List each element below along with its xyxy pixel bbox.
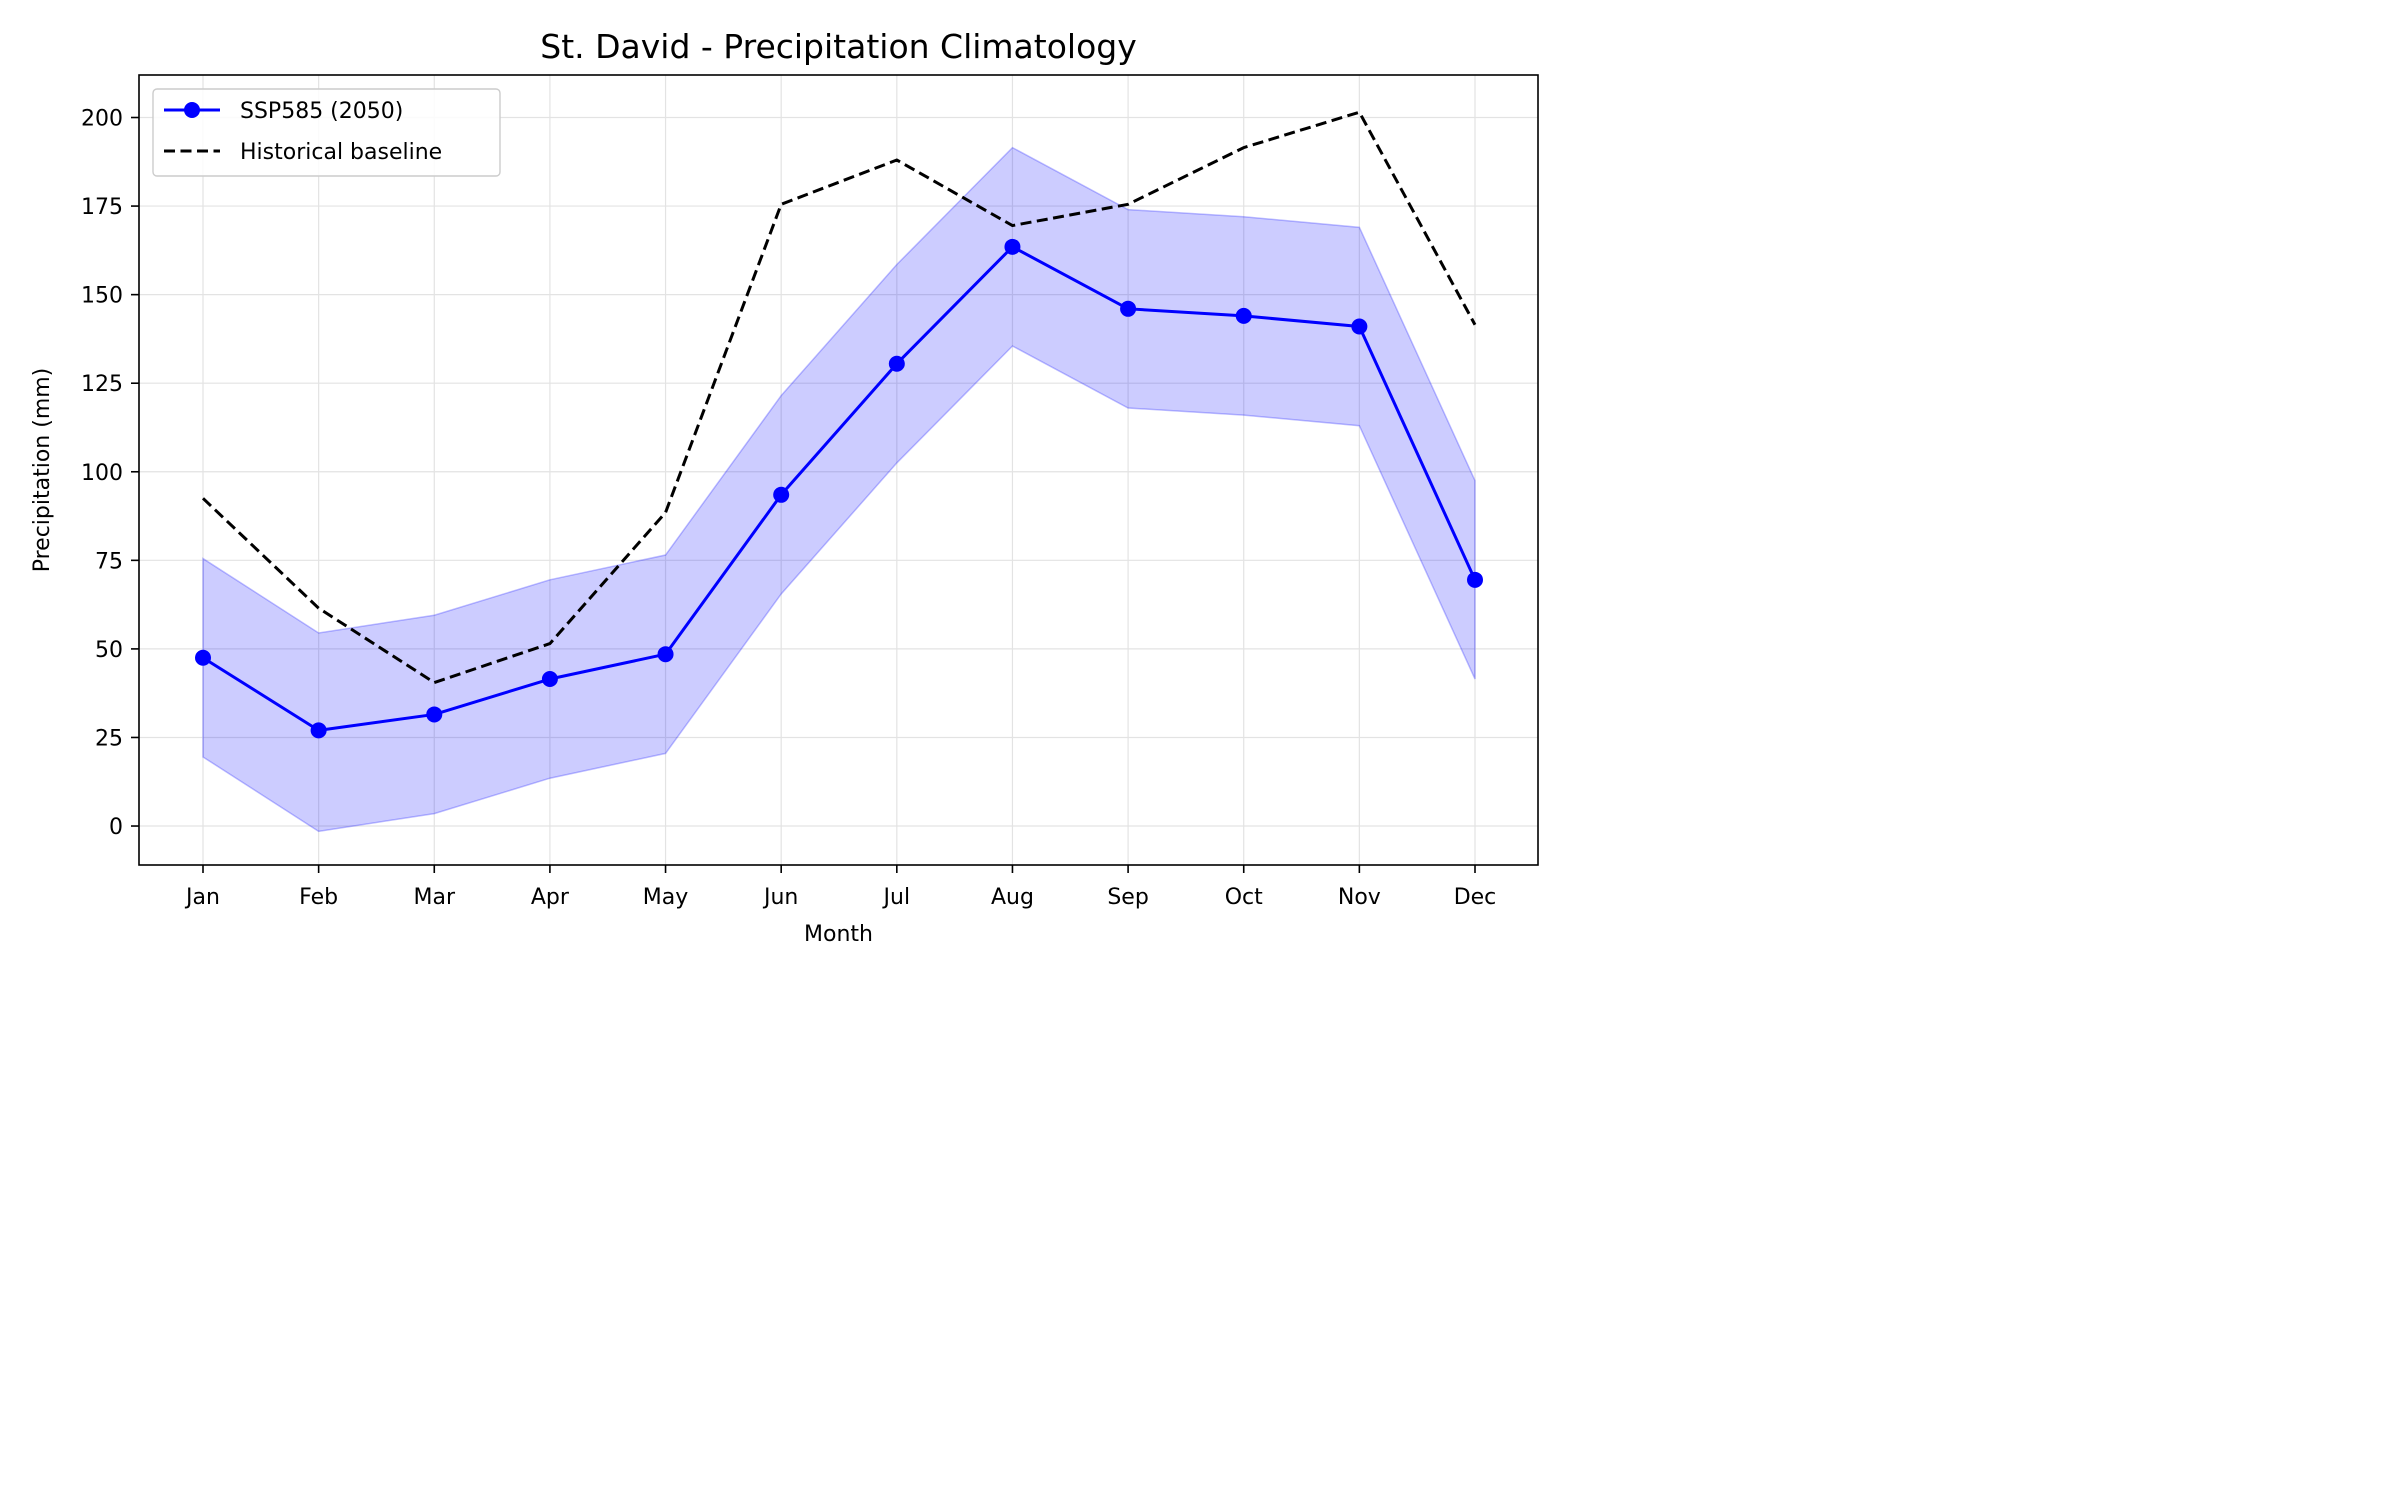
ssp585-point bbox=[195, 649, 211, 666]
y-tick-label: 175 bbox=[81, 195, 123, 220]
plot-frame bbox=[138, 74, 1539, 866]
ssp585-point bbox=[310, 722, 327, 739]
x-tick-label: May bbox=[643, 885, 688, 910]
precipitation-chart: Jan Feb Mar Apr May Jun Jul Aug Sep Oct Nov Dec 0 25 5… bbox=[30, 27, 1539, 947]
ssp585-point bbox=[888, 355, 905, 372]
legend: SSP585 (2050) Historical baseline bbox=[152, 88, 501, 177]
x-tick-label: Mar bbox=[414, 885, 456, 910]
y-tick-label: 200 bbox=[81, 107, 123, 132]
ssp585-point bbox=[426, 706, 443, 723]
x-tick-label: Jul bbox=[882, 885, 911, 910]
y-tick-label: 75 bbox=[95, 549, 123, 574]
ssp585-point bbox=[1120, 300, 1137, 317]
x-tick-label: Jun bbox=[762, 885, 798, 910]
historical-baseline-line bbox=[201, 110, 1477, 685]
axis-ticks: Jan Feb Mar Apr May Jun Jul Aug Sep Oct Nov Dec 0 25 5… bbox=[81, 107, 1496, 910]
ssp585-point bbox=[1351, 318, 1368, 335]
chart-container: Jan Feb Mar Apr May Jun Jul Aug Sep Oct Nov Dec 0 25 5… bbox=[0, 0, 1568, 980]
ssp585-point bbox=[541, 671, 558, 688]
x-tick-label: Oct bbox=[1225, 885, 1263, 910]
y-tick-label: 50 bbox=[95, 638, 123, 663]
x-tick-label: Jan bbox=[184, 885, 220, 910]
x-tick-label: Aug bbox=[991, 885, 1034, 910]
ssp585-point bbox=[657, 646, 674, 663]
ssp585-point bbox=[773, 486, 790, 503]
grid-lines bbox=[139, 75, 1538, 865]
x-tick-label: Sep bbox=[1107, 885, 1148, 910]
ssp585-line bbox=[202, 245, 1477, 732]
x-tick-label: Dec bbox=[1454, 885, 1497, 910]
chart-title: St. David - Precipitation Climatology bbox=[540, 27, 1137, 66]
uncertainty-band bbox=[202, 146, 1476, 833]
legend-box bbox=[152, 88, 501, 177]
y-tick-label: 125 bbox=[81, 372, 123, 397]
x-tick-label: Apr bbox=[531, 885, 570, 910]
y-axis-label: Precipitation (mm) bbox=[30, 368, 55, 573]
series-layer bbox=[195, 110, 1483, 739]
ssp585-point bbox=[1235, 307, 1252, 324]
y-tick-label: 100 bbox=[81, 461, 123, 486]
x-tick-label: Feb bbox=[299, 885, 338, 910]
uncertainty-band-layer bbox=[202, 146, 1476, 833]
legend-ssp585-label: SSP585 (2050) bbox=[240, 99, 403, 124]
y-tick-label: 0 bbox=[109, 815, 123, 840]
y-tick-label: 25 bbox=[95, 726, 123, 751]
x-tick-label: Nov bbox=[1338, 885, 1381, 910]
ssp585-point bbox=[1467, 571, 1483, 588]
legend-historical-label: Historical baseline bbox=[240, 140, 442, 165]
legend-ssp585-swatch-marker bbox=[184, 102, 200, 118]
ssp585-point bbox=[1004, 238, 1021, 255]
x-axis-label: Month bbox=[804, 922, 873, 947]
y-tick-label: 150 bbox=[81, 284, 123, 309]
